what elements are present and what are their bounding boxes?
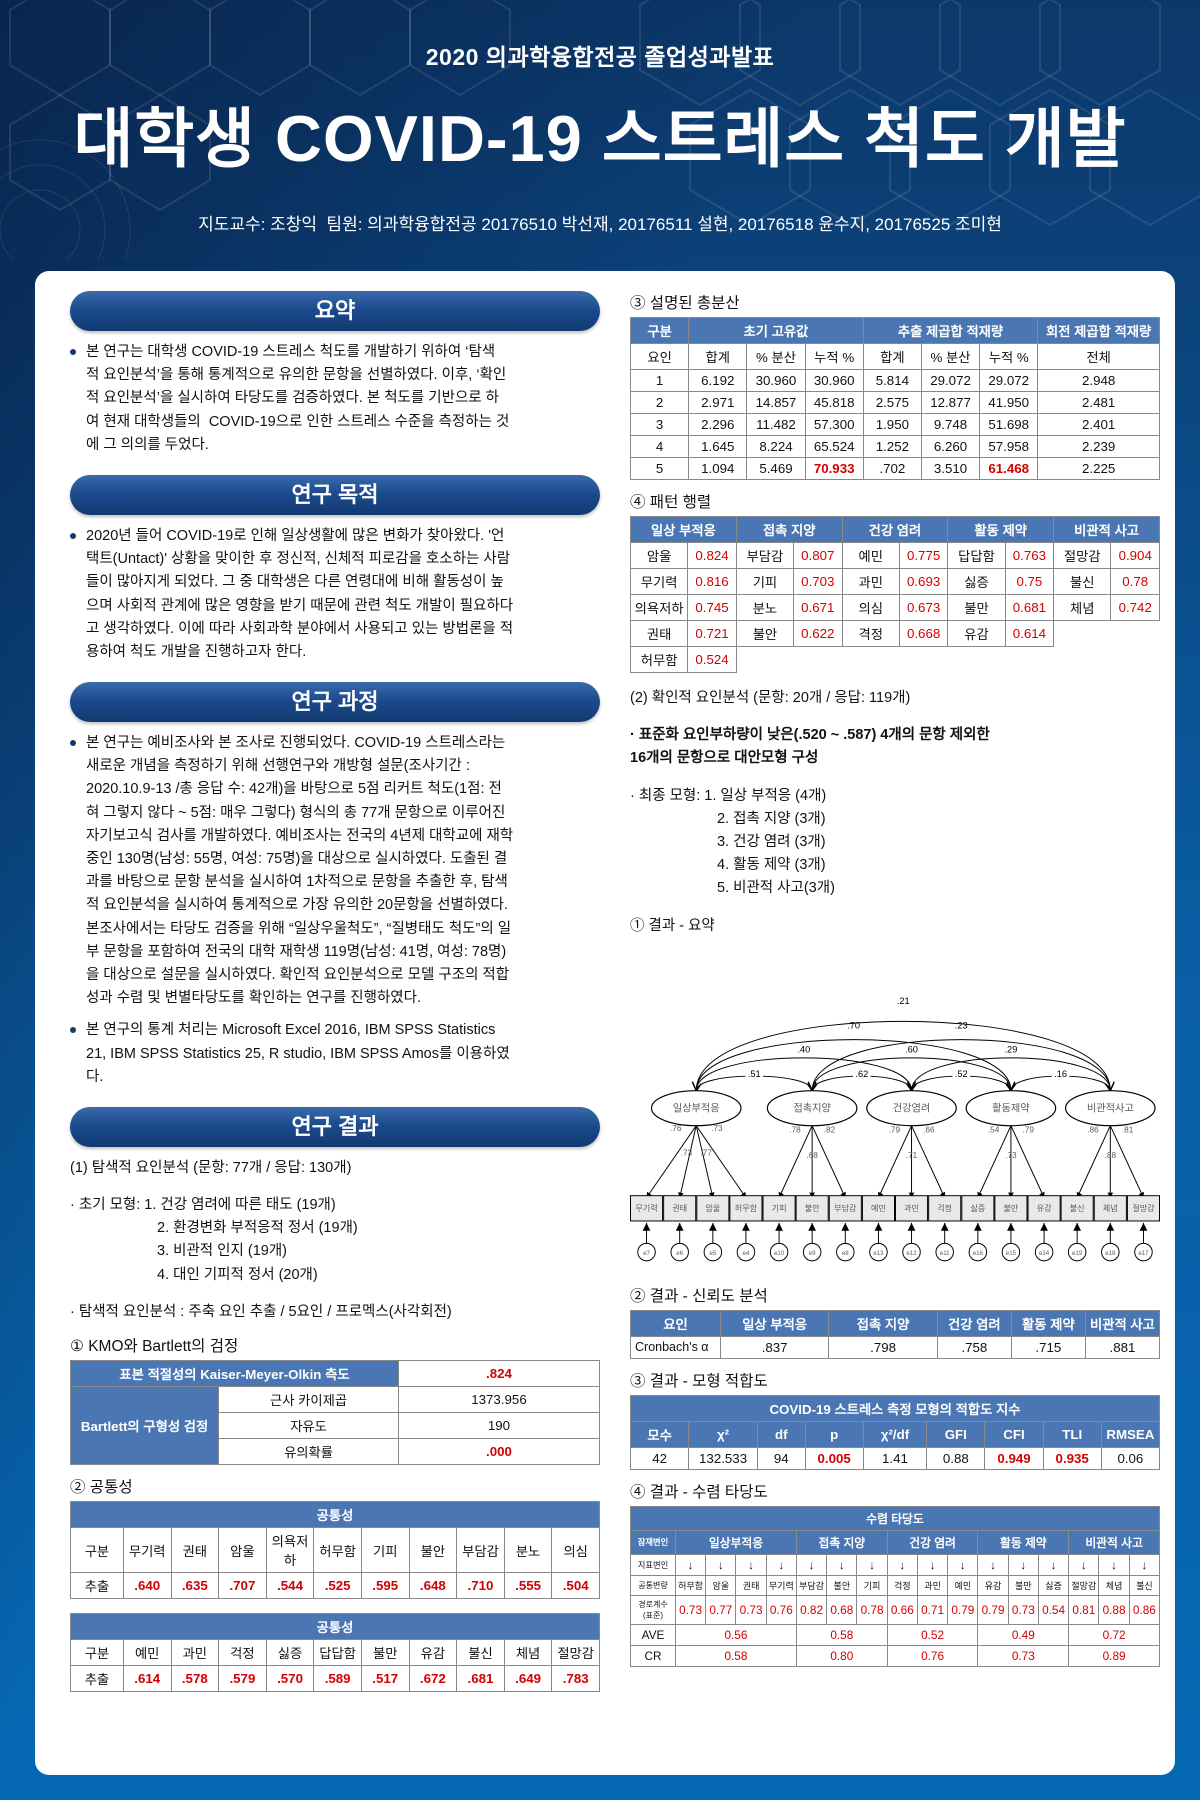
svg-text:체념: 체념 [1103, 1203, 1118, 1213]
svg-text:.23: .23 [955, 1020, 968, 1030]
svg-text:.77: .77 [700, 1148, 712, 1157]
svg-text:.82: .82 [824, 1125, 836, 1134]
svg-text:절망감: 절망감 [1132, 1203, 1155, 1213]
svg-text:비관적사고: 비관적사고 [1087, 1102, 1134, 1114]
svg-text:.29: .29 [1005, 1044, 1018, 1054]
svg-text:e9: e9 [809, 1250, 816, 1257]
svg-text:e6: e6 [676, 1250, 683, 1257]
svg-text:e17: e17 [1138, 1250, 1149, 1257]
svg-text:.71: .71 [906, 1151, 918, 1160]
svg-text:e18: e18 [1105, 1250, 1116, 1257]
svg-text:일상부적응: 일상부적응 [673, 1102, 720, 1114]
svg-text:.21: .21 [897, 996, 910, 1006]
svg-text:e14: e14 [1039, 1250, 1050, 1257]
svg-text:.73: .73 [681, 1148, 693, 1157]
svg-text:e19: e19 [1072, 1250, 1083, 1257]
svg-text:.88: .88 [1105, 1151, 1117, 1160]
svg-text:.68: .68 [806, 1151, 818, 1160]
svg-text:.62: .62 [855, 1069, 868, 1079]
svg-text:불신: 불신 [1070, 1203, 1085, 1213]
svg-text:건강염려: 건강염려 [893, 1102, 931, 1114]
svg-text:e12: e12 [906, 1250, 917, 1257]
svg-text:.60: .60 [905, 1044, 918, 1054]
svg-text:.79: .79 [889, 1125, 901, 1134]
svg-text:허무함: 허무함 [735, 1204, 758, 1213]
svg-text:.76: .76 [670, 1124, 682, 1133]
svg-text:.54: .54 [988, 1125, 1000, 1134]
svg-text:불만: 불만 [1003, 1203, 1018, 1213]
svg-text:.51: .51 [748, 1069, 761, 1079]
svg-text:e10: e10 [774, 1250, 785, 1257]
svg-text:.78: .78 [789, 1125, 801, 1134]
svg-text:e13: e13 [873, 1250, 884, 1257]
svg-text:예민: 예민 [871, 1203, 886, 1213]
svg-text:싫증: 싫증 [970, 1203, 985, 1213]
svg-text:접촉지양: 접촉지양 [793, 1102, 831, 1114]
svg-text:불안: 불안 [805, 1203, 820, 1213]
svg-text:걱정: 걱정 [937, 1203, 952, 1213]
svg-text:e15: e15 [1006, 1250, 1017, 1257]
svg-text:.81: .81 [1122, 1125, 1134, 1134]
svg-text:부담감: 부담감 [834, 1203, 857, 1213]
svg-text:e7: e7 [643, 1250, 650, 1257]
svg-text:활동제약: 활동제약 [992, 1101, 1030, 1114]
svg-text:.79: .79 [1022, 1125, 1034, 1134]
svg-text:과민: 과민 [904, 1203, 919, 1213]
svg-text:암울: 암울 [705, 1203, 720, 1213]
svg-text:.73: .73 [1005, 1151, 1017, 1160]
svg-text:.73: .73 [711, 1124, 723, 1133]
svg-text:.16: .16 [1054, 1069, 1067, 1079]
svg-text:무기력: 무기력 [635, 1203, 657, 1213]
svg-text:e11: e11 [940, 1250, 950, 1257]
svg-text:.86: .86 [1087, 1125, 1099, 1134]
svg-text:e5: e5 [709, 1250, 716, 1257]
svg-text:유감: 유감 [1037, 1203, 1052, 1213]
svg-text:.70: .70 [847, 1020, 860, 1030]
svg-text:.52: .52 [955, 1069, 968, 1079]
svg-text:기피: 기피 [772, 1204, 787, 1213]
svg-text:e16: e16 [973, 1250, 984, 1257]
svg-text:권태: 권태 [672, 1203, 687, 1213]
svg-text:.66: .66 [923, 1125, 935, 1134]
svg-text:e8: e8 [842, 1250, 849, 1257]
svg-text:e4: e4 [743, 1250, 750, 1257]
svg-text:.40: .40 [797, 1044, 810, 1054]
